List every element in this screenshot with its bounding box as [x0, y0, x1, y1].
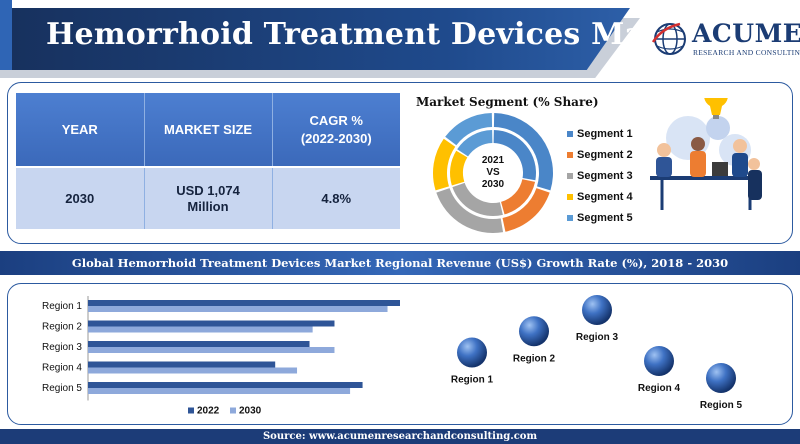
legend-item: Segment 5: [567, 207, 633, 228]
bar-category-label: Region 5: [42, 383, 82, 394]
region-bubble-label: Region 5: [700, 400, 743, 411]
donut-center-label: 2030: [482, 179, 505, 190]
bar-legend-label: 2030: [239, 406, 262, 417]
region-bubble-3: [582, 295, 612, 325]
team-illustration: [650, 98, 762, 210]
bar-2022-2: [88, 320, 335, 327]
bar-2030-3: [88, 347, 335, 353]
region-bubble-1: [457, 337, 487, 368]
donut-slice-1-2: [502, 188, 550, 232]
bar-category-label: Region 3: [42, 342, 82, 353]
regional-bar-chart: Region 1 Region 2 Region 3 Region 4 Region 5…: [42, 296, 400, 417]
title-bar: [12, 8, 630, 70]
donut-slice-2-2: [501, 179, 536, 215]
donut-slice-2-1: [493, 130, 536, 181]
chart-banner: Global Hemorrhoid Treatment Devices Mark…: [0, 251, 800, 275]
cell-year: 2030: [16, 167, 145, 229]
logo-globe-icon: [651, 22, 686, 55]
region-bubble-label: Region 4: [638, 383, 681, 394]
bar-2030-1: [88, 306, 388, 312]
bar-category-label: Region 4: [42, 363, 82, 374]
donut-slice-1-1: [493, 113, 553, 191]
legend-label: Segment 3: [577, 169, 633, 182]
legend-swatch: [567, 214, 573, 221]
bar-legend-swatch: [230, 407, 236, 414]
legend-label: Segment 2: [577, 148, 633, 161]
region-bubble-2: [519, 316, 549, 347]
bar-2022-5: [88, 382, 363, 388]
bar-legend-swatch: [188, 407, 194, 414]
bar-2030-4: [88, 367, 298, 374]
donut-center-label: 2021: [482, 155, 505, 166]
donut-slice-1-4: [433, 138, 456, 191]
logo-tagline: RESEARCH AND CONSULTING: [693, 48, 800, 57]
bar-2022-3: [88, 341, 310, 347]
bar-category-label: Region 2: [42, 322, 82, 333]
region-bubble-label: Region 1: [451, 375, 494, 386]
legend-swatch: [567, 130, 573, 137]
legend-label: Segment 1: [577, 127, 633, 140]
page-title: Hemorrhoid Treatment Devices Market: [46, 17, 715, 52]
legend-item: Segment 2: [567, 144, 633, 165]
donut-slice-2-3: [452, 182, 503, 216]
cell-cagr: 4.8%: [272, 167, 400, 229]
header-year: YEAR: [16, 93, 145, 168]
header-market-size: MARKET SIZE: [144, 93, 273, 168]
region-bubble-4: [644, 346, 674, 376]
region-bubble-label: Region 2: [513, 353, 556, 364]
regional-bubble-chart: Region 1 Region 2 Region 3 Region 4 Region 5: [451, 295, 743, 411]
summary-table: YEAR MARKET SIZE CAGR % (2022-2030) 2030…: [16, 93, 400, 229]
legend-swatch: [567, 172, 573, 179]
legend-item: Segment 3: [567, 165, 633, 186]
donut-slice-1-5: [445, 113, 493, 146]
bar-2030-5: [88, 388, 351, 394]
bar-2022-4: [88, 361, 276, 368]
legend-label: Segment 4: [577, 190, 633, 203]
bar-2022-1: [88, 300, 400, 306]
segment-chart-title: Market Segment (% Share): [416, 95, 599, 109]
cell-market-size: USD 1,074 Million: [144, 167, 273, 229]
source-footer: Source: www.acumenresearchandconsulting.…: [0, 429, 800, 444]
region-bubble-label: Region 3: [576, 332, 619, 343]
logo-name: ACUMEN: [692, 19, 800, 48]
legend-swatch: [567, 151, 573, 158]
legend-label: Segment 5: [577, 211, 633, 224]
title-accent: [0, 0, 12, 70]
legend-swatch: [567, 193, 573, 200]
bar-2030-2: [88, 326, 313, 333]
donut-slice-2-4: [450, 150, 468, 186]
legend-item: Segment 4: [567, 186, 633, 207]
bar-legend-label: 2022: [197, 406, 220, 417]
summary-table-row: 2030 USD 1,074 Million 4.8%: [16, 167, 400, 229]
donut-center-label: VS: [486, 167, 500, 178]
company-logo: ACUMEN RESEARCH AND CONSULTING: [650, 18, 800, 64]
donut-slice-1-3: [436, 188, 504, 233]
bar-category-label: Region 1: [42, 301, 82, 312]
donut-slice-2-5: [457, 130, 493, 157]
summary-table-header-row: YEAR MARKET SIZE CAGR % (2022-2030): [16, 93, 400, 168]
header-cagr: CAGR % (2022-2030): [272, 93, 400, 168]
segment-legend: Segment 1 Segment 2 Segment 3 Segment 4 Segm…: [567, 123, 633, 228]
region-bubble-5: [706, 363, 736, 393]
legend-item: Segment 1: [567, 123, 633, 144]
